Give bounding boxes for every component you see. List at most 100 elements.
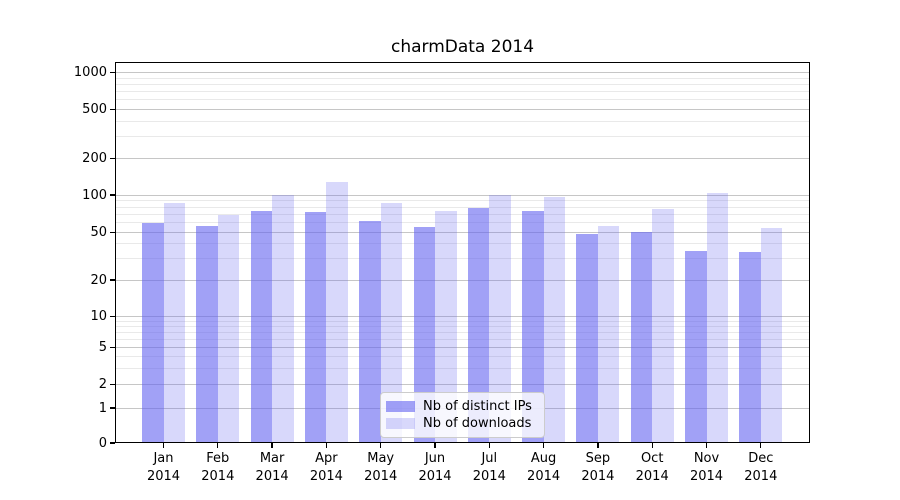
y-tick-mark bbox=[110, 383, 115, 386]
x-axis-tick-label: Dec 2014 bbox=[731, 450, 791, 485]
legend-swatch-downloads bbox=[386, 418, 415, 429]
bar-distinct-ips bbox=[576, 234, 598, 443]
x-tick-mark bbox=[651, 443, 653, 448]
grid-line-minor bbox=[115, 200, 810, 202]
legend: Nb of distinct IPs Nb of downloads bbox=[380, 392, 545, 438]
y-tick-mark bbox=[110, 231, 115, 233]
grid-line-minor bbox=[115, 120, 810, 122]
x-tick-year: 2014 bbox=[201, 468, 235, 484]
x-tick-mark bbox=[434, 443, 436, 448]
grid-line-minor bbox=[115, 206, 810, 208]
y-axis-tick-label: 2 bbox=[98, 377, 107, 392]
y-axis-tick-label: 200 bbox=[82, 150, 107, 166]
spine-top bbox=[115, 62, 810, 64]
x-tick-year: 2014 bbox=[744, 468, 778, 484]
chart-title: charmData 2014 bbox=[390, 37, 535, 57]
y-axis-tick-label: 50 bbox=[90, 224, 107, 240]
bar-downloads bbox=[163, 202, 185, 443]
grid-line-major bbox=[115, 347, 810, 348]
x-tick-year: 2014 bbox=[146, 468, 181, 484]
x-axis-tick-label: Jun 2014 bbox=[405, 450, 465, 485]
bar-distinct-ips bbox=[196, 226, 218, 443]
x-tick-year: 2014 bbox=[581, 468, 615, 484]
x-tick-mark bbox=[597, 443, 599, 448]
x-tick-mark bbox=[542, 443, 545, 448]
x-tick-year: 2014 bbox=[472, 468, 506, 484]
grid-line-minor bbox=[115, 243, 810, 245]
plot-area bbox=[115, 62, 810, 443]
x-axis-tick-label: Mar 2014 bbox=[242, 450, 302, 485]
bar-downloads bbox=[543, 197, 566, 443]
y-axis-tick-label: 20 bbox=[90, 272, 107, 288]
bar-distinct-ips bbox=[304, 211, 327, 443]
bar-downloads bbox=[489, 194, 511, 443]
grid-line-major bbox=[115, 72, 810, 74]
bar-downloads bbox=[706, 193, 728, 443]
y-tick-mark bbox=[110, 315, 115, 318]
grid-line-major bbox=[115, 108, 810, 110]
grid-line-minor bbox=[115, 338, 810, 340]
grid-line-major bbox=[115, 279, 810, 281]
bar-distinct-ips bbox=[522, 211, 544, 443]
grid-line-minor bbox=[115, 99, 810, 101]
x-tick-year: 2014 bbox=[689, 468, 724, 484]
bar-downloads bbox=[326, 181, 348, 443]
x-tick-year: 2014 bbox=[364, 468, 398, 484]
x-tick-year: 2014 bbox=[418, 468, 452, 484]
y-tick-mark bbox=[110, 407, 115, 409]
grid-line-major bbox=[115, 194, 810, 196]
x-tick-mark bbox=[380, 443, 382, 448]
y-tick-mark bbox=[110, 279, 115, 281]
bar-downloads bbox=[435, 210, 457, 443]
grid-line-minor bbox=[115, 258, 810, 260]
y-tick-mark bbox=[110, 157, 115, 159]
legend-entry-label: Nb of distinct IPs bbox=[423, 399, 532, 414]
y-axis-tick-label: 1000 bbox=[73, 65, 107, 81]
x-tick-month: Sep bbox=[585, 451, 611, 466]
x-axis-tick-label: Nov 2014 bbox=[677, 450, 737, 485]
grid-line-minor bbox=[115, 136, 810, 138]
x-axis-tick-label: Sep 2014 bbox=[568, 450, 628, 485]
x-tick-mark bbox=[325, 443, 328, 448]
x-tick-mark bbox=[217, 443, 219, 448]
x-tick-mark bbox=[271, 443, 273, 448]
grid-line-minor bbox=[115, 367, 810, 369]
grid-line-major bbox=[115, 384, 810, 385]
bar-downloads bbox=[272, 195, 294, 443]
bar-downloads bbox=[597, 226, 620, 443]
x-axis-tick-label: Jul 2014 bbox=[459, 450, 519, 485]
spine-left bbox=[115, 62, 117, 443]
x-tick-month: Jun bbox=[424, 451, 446, 466]
x-tick-month: Apr bbox=[315, 451, 338, 466]
x-tick-year: 2014 bbox=[255, 468, 289, 484]
y-axis-tick-label: 5 bbox=[98, 340, 107, 355]
y-tick-mark bbox=[110, 346, 115, 349]
bar-layer bbox=[115, 62, 810, 443]
x-axis-tick-label: Apr 2014 bbox=[296, 450, 356, 485]
bar-distinct-ips bbox=[250, 210, 273, 443]
x-tick-month: Oct bbox=[640, 451, 664, 466]
x-tick-mark bbox=[705, 443, 708, 448]
x-axis-tick-label: Feb 2014 bbox=[188, 450, 248, 485]
grid-line-minor bbox=[115, 325, 810, 327]
y-axis-tick-label: 10 bbox=[90, 309, 107, 324]
y-axis-tick-label: 0 bbox=[98, 435, 107, 451]
bar-distinct-ips bbox=[630, 232, 653, 443]
x-tick-mark bbox=[760, 443, 762, 448]
x-tick-month: Feb bbox=[206, 451, 230, 466]
x-tick-mark bbox=[162, 443, 165, 448]
y-tick-mark bbox=[110, 442, 115, 444]
x-tick-mark bbox=[488, 443, 490, 448]
grid-line-major bbox=[115, 316, 810, 317]
grid-line-minor bbox=[115, 91, 810, 93]
legend-entry: Nb of downloads bbox=[386, 416, 535, 431]
x-tick-month: Jan bbox=[153, 451, 174, 466]
x-tick-month: Dec bbox=[748, 451, 774, 466]
bar-downloads bbox=[217, 215, 240, 443]
bar-downloads bbox=[380, 202, 403, 443]
x-tick-month: Jul bbox=[481, 451, 498, 466]
grid-line-major bbox=[115, 231, 810, 233]
grid-line-minor bbox=[115, 77, 810, 79]
grid-line-minor bbox=[115, 331, 810, 333]
